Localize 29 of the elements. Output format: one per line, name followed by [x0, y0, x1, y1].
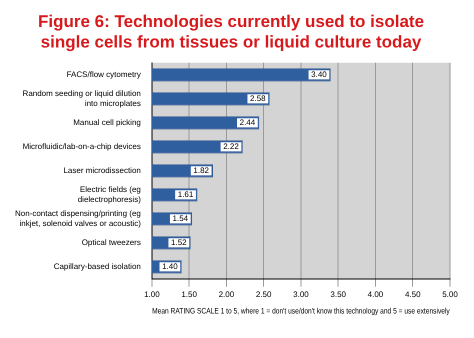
data-label: 1.54 [172, 214, 189, 224]
y-tick-label: Electric fields (eg dielectrophoresis) [78, 185, 142, 204]
y-tick-label: Non-contact dispensing/printing (eg inkjet, solenoid valves or acoustic) [14, 209, 142, 228]
y-tick-label: Optical tweezers [82, 238, 141, 248]
y-tick-label: Random seeding or liquid dilution into microplates [22, 89, 141, 108]
x-tick-label: 3.00 [293, 290, 310, 299]
x-tick-label: 3.50 [330, 290, 347, 299]
data-label: 3.40 [311, 70, 328, 80]
chart-title: Figure 6: Technologies currently used to isolate single cells from tissues or liquid culture today [38, 12, 424, 52]
data-label: 2.58 [250, 94, 266, 104]
data-label: 1.40 [162, 262, 178, 272]
y-tick-label: FACS/flow cytometry [66, 70, 141, 80]
x-tick-label: 5.00 [442, 290, 458, 299]
data-label: 1.82 [193, 166, 210, 176]
data-label: 1.61 [178, 190, 194, 200]
data-label: 2.44 [240, 118, 256, 128]
x-tick-label: 1.00 [144, 290, 160, 299]
x-tick-label: 2.50 [256, 290, 272, 299]
x-axis-title: Mean RATING SCALE 1 to 5, where 1 = don't use/don't know this technology and 5 = use extensively [152, 306, 450, 316]
x-tick-label: 4.00 [368, 290, 384, 299]
y-tick-label: Laser microdissection [63, 166, 141, 176]
y-tick-label: Microfluidic/lab-on-a-chip devices [22, 142, 141, 152]
y-tick-label: Manual cell picking [73, 118, 141, 128]
data-label: 2.22 [223, 142, 240, 152]
x-tick-label: 4.50 [404, 290, 422, 299]
x-tick-label: 2.00 [218, 290, 235, 299]
x-tick-label: 1.50 [181, 290, 198, 299]
y-tick-label: Capillary-based isolation [54, 262, 141, 272]
data-label: 1.52 [171, 238, 188, 248]
